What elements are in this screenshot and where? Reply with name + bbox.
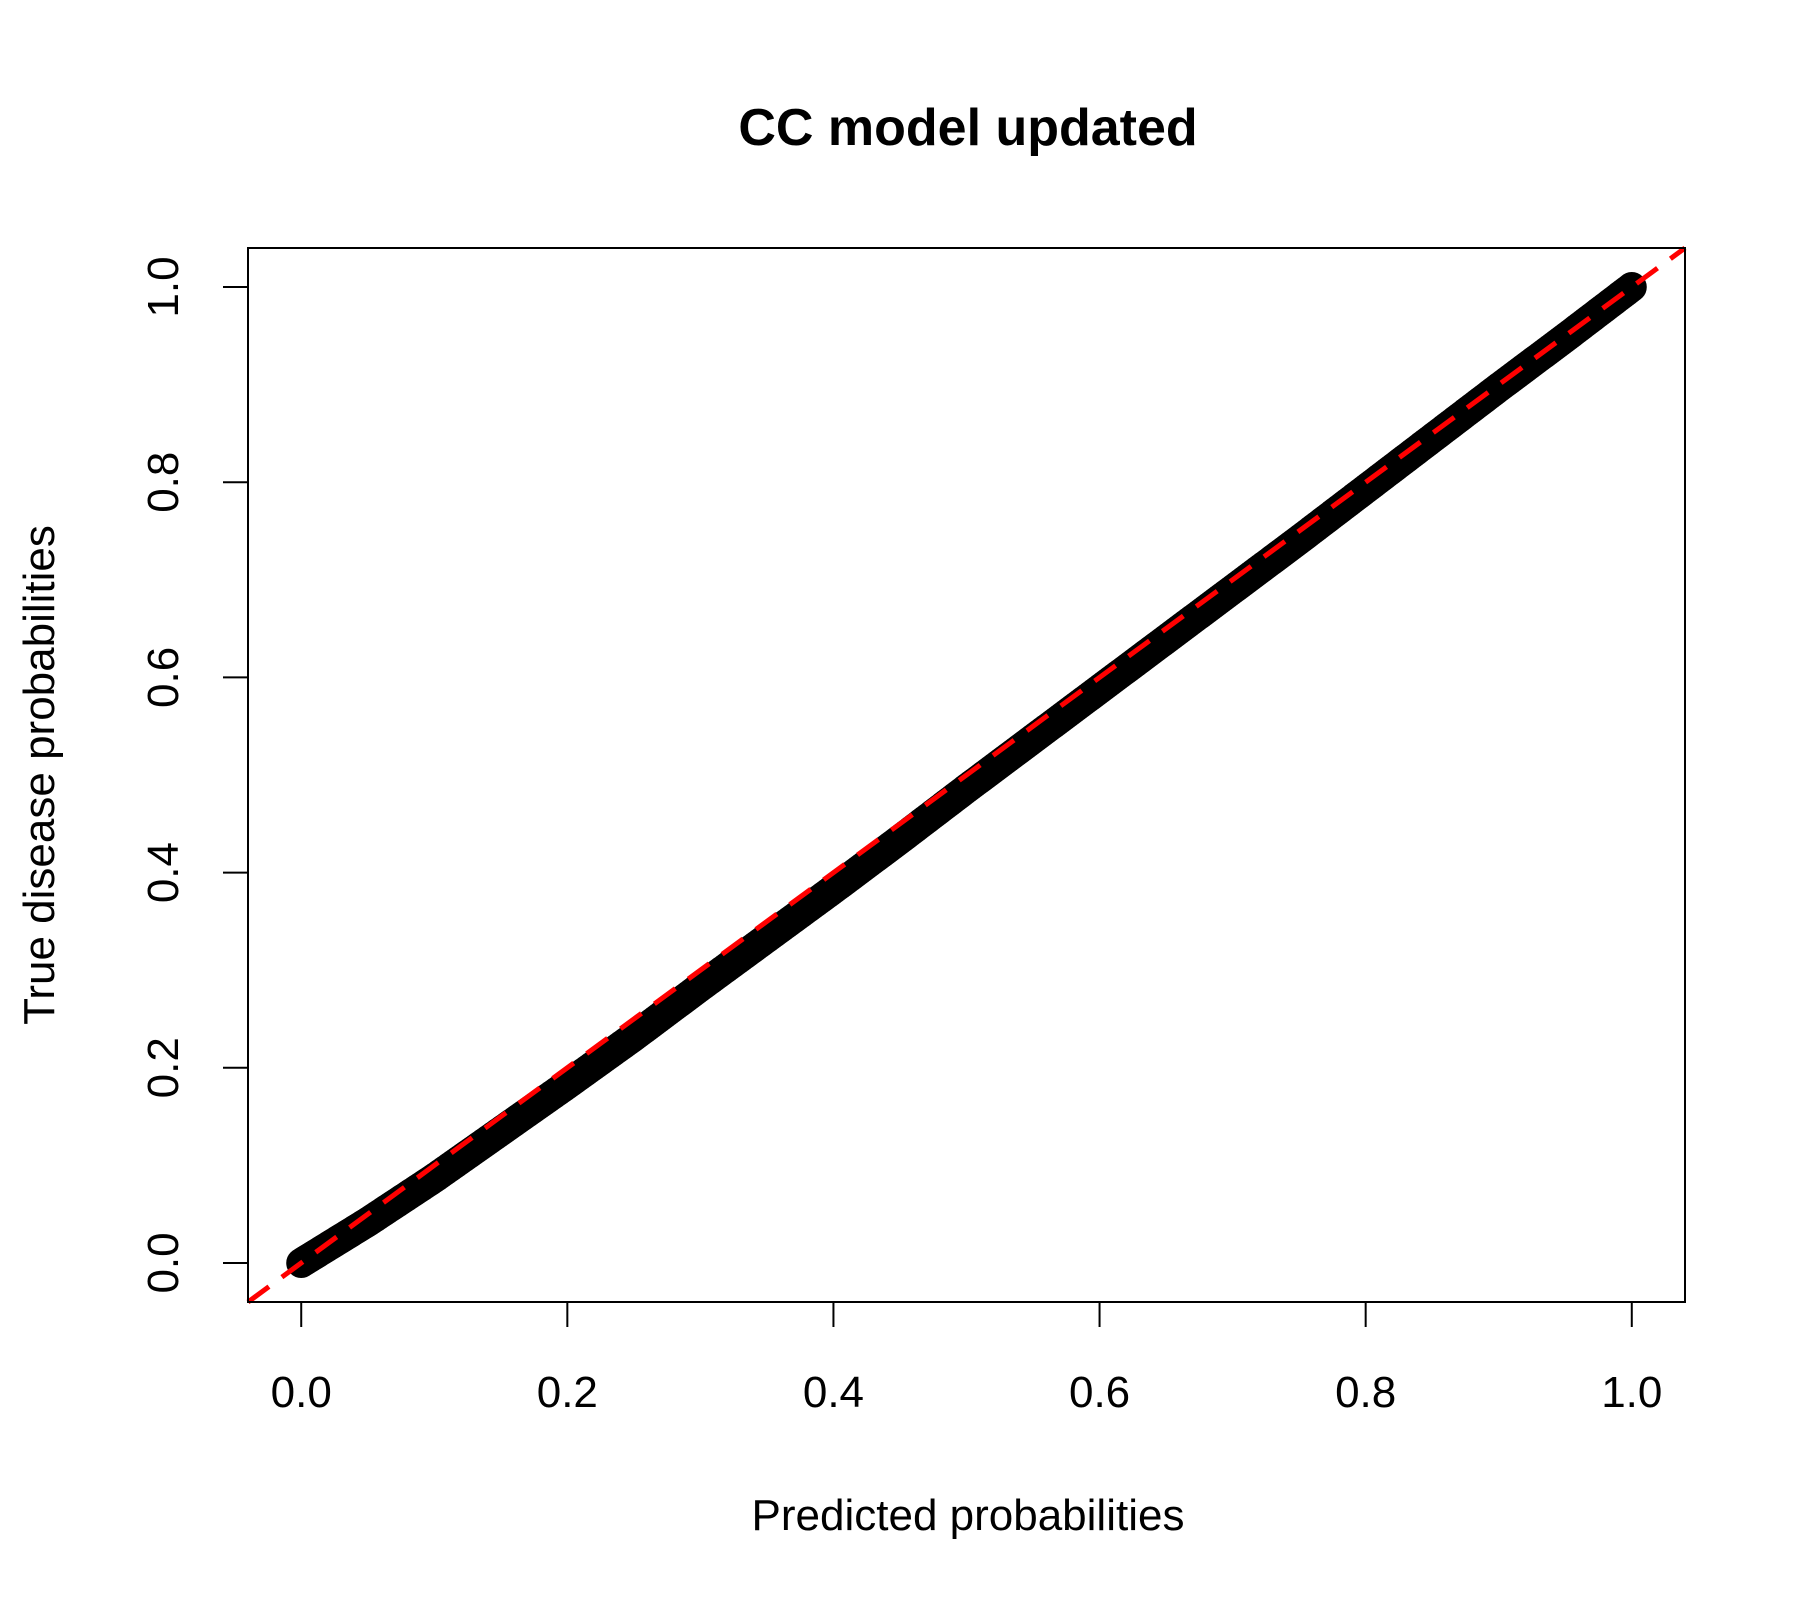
x-tick-label: 0.8 [1335,1368,1396,1417]
chart-title: CC model updated [738,99,1197,157]
x-tick-label: 0.2 [537,1368,598,1417]
data-point [1616,272,1647,303]
plot-marks [246,245,1687,1305]
y-tick-label: 0.2 [139,1037,188,1098]
y-tick-label: 0.4 [139,842,188,903]
y-axis: 0.0 0.2 0.4 0.6 0.8 1.0 [139,256,249,1294]
x-tick-label: 0.4 [803,1368,864,1417]
x-axis-label: Predicted probabilities [752,1491,1185,1540]
x-tick-label: 0.0 [271,1368,332,1417]
y-tick-label: 0.8 [139,452,188,513]
point-band [286,272,1647,1278]
x-tick-label: 0.6 [1069,1368,1130,1417]
y-tick-label: 0.0 [139,1232,188,1293]
y-axis-label: True disease probabilities [15,525,64,1025]
y-tick-label: 0.6 [139,647,188,708]
reference-line [246,245,1687,1305]
x-tick-label: 1.0 [1601,1368,1662,1417]
y-tick-label: 1.0 [139,256,188,317]
x-axis: 0.0 0.2 0.4 0.6 0.8 1.0 [271,1301,1662,1417]
